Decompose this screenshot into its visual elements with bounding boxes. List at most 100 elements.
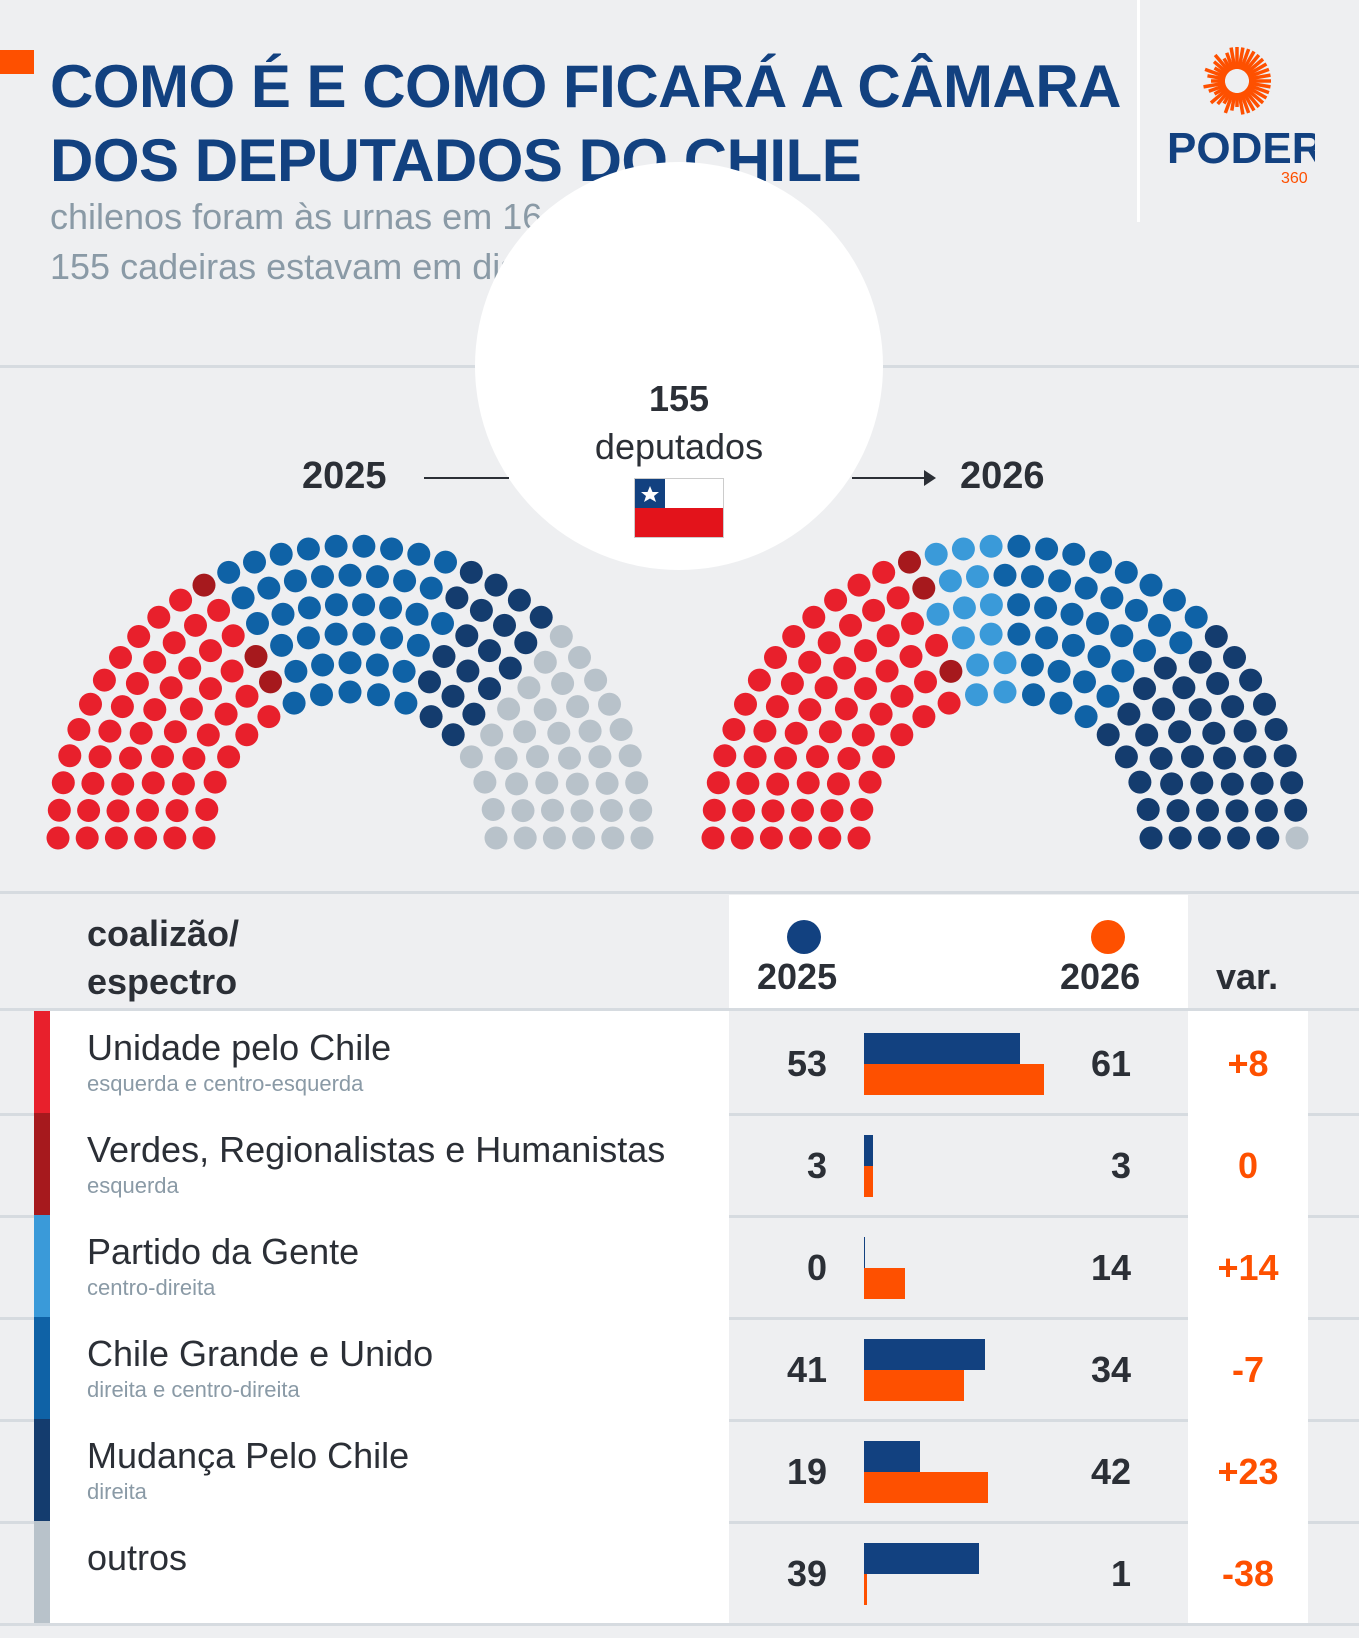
hemicycles	[46, 534, 1309, 850]
seat-dot-v2026	[1233, 719, 1257, 743]
seat-dot-v2026	[1096, 723, 1120, 747]
seat-dot-v2026	[1135, 723, 1159, 747]
seat-dot-v2025	[162, 631, 186, 655]
seat-dot-v2026	[1133, 677, 1156, 701]
sun-ray	[1247, 83, 1270, 95]
seat-dot-v2026	[1007, 593, 1031, 617]
bar-2025	[864, 1033, 1021, 1064]
seat-dot-v2026	[938, 569, 962, 593]
seat-dot-v2026	[901, 612, 924, 635]
seat-dot-v2026	[1239, 668, 1263, 692]
seat-dot-v2026	[898, 550, 921, 574]
seat-dot-v2026	[1223, 646, 1246, 669]
seat-dot-v2025	[111, 772, 135, 796]
seat-dot-v2025	[324, 534, 348, 558]
bar-2025	[864, 1237, 865, 1268]
seat-dot-v2025	[235, 723, 259, 747]
seat-dot-v2026	[1007, 622, 1031, 646]
seat-dot-v2026	[1202, 721, 1226, 745]
value-2025: 41	[786, 1349, 827, 1390]
seat-dot-v2025	[434, 550, 457, 574]
sun-ray	[1208, 83, 1227, 93]
seat-dot-v2025	[182, 747, 206, 770]
bar-2026	[864, 1472, 988, 1503]
seat-dot-v2026	[743, 745, 767, 769]
table-row: Chile Grande e Unido direita e centro-di…	[0, 1317, 1359, 1422]
bar-2026	[864, 1574, 867, 1605]
coalition-spectrum: direita	[87, 1479, 147, 1504]
coalition-spectrum: direita e centro-direita	[87, 1377, 300, 1402]
sun-ray	[1243, 89, 1261, 109]
seat-dot-v2026	[732, 799, 756, 822]
seat-dot-v2026	[1254, 799, 1278, 822]
divider	[0, 1623, 1359, 1626]
seat-dot-v2025	[195, 798, 219, 821]
seat-dot-v2026	[1128, 770, 1152, 794]
seat-dot-v2026	[1074, 576, 1098, 600]
seat-dot-v2025	[311, 653, 335, 677]
divider	[1137, 0, 1140, 222]
seat-dot-v2025	[507, 588, 531, 612]
poder360-logo: PODER 360	[1165, 45, 1323, 187]
seat-dot-v2026	[1089, 550, 1112, 574]
seat-dot-v2026	[979, 622, 1003, 646]
seat-dot-v2026	[1190, 771, 1214, 795]
seat-dot-v2025	[517, 676, 541, 700]
seat-dot-v2025	[513, 826, 537, 850]
sun-ray	[1248, 73, 1271, 81]
seat-dot-v2026	[833, 656, 857, 680]
seat-dot-v2025	[203, 770, 227, 794]
seat-dot-v2026	[1111, 659, 1135, 683]
coalition-color-bar	[34, 1113, 50, 1215]
seat-dot-v2026	[926, 602, 950, 626]
sun-ray	[1207, 74, 1226, 81]
column-header-2025: 2025	[757, 956, 838, 997]
seat-dot-v2026	[1256, 826, 1280, 850]
seat-dot-v2026	[951, 626, 975, 650]
sun-ray	[1230, 92, 1237, 111]
seat-dot-v2026	[1073, 670, 1096, 694]
seat-dot-v2026	[1172, 676, 1196, 700]
seat-dot-v2026	[1220, 772, 1244, 796]
seat-dot-v2026	[1227, 826, 1251, 850]
sun-ray	[1222, 90, 1233, 105]
seat-dot-v2026	[1149, 747, 1173, 770]
sun-ray	[1246, 85, 1268, 100]
seat-dot-v2025	[484, 573, 508, 597]
seat-dot-v2025	[231, 586, 255, 610]
seat-dot-v2025	[159, 676, 183, 700]
seat-dot-v2025	[566, 695, 590, 719]
seat-dot-v2025	[269, 542, 293, 566]
coalition-name: Mudança Pelo Chile	[87, 1435, 410, 1476]
seat-dot-v2025	[143, 698, 167, 722]
seat-dot-v2026	[761, 799, 785, 823]
seat-dot-v2025	[171, 772, 195, 796]
value-2026: 34	[1090, 1349, 1131, 1390]
seat-dot-v2025	[630, 826, 654, 850]
coalition-header-line2: espectro	[87, 961, 238, 1002]
seat-dot-v2025	[217, 745, 241, 769]
seat-dot-v2025	[119, 746, 142, 770]
seat-dot-v2025	[394, 691, 418, 715]
seat-dot-v2026	[1060, 602, 1084, 626]
total-seats: 155	[648, 378, 710, 419]
seat-dot-v2025	[565, 772, 589, 796]
seat-dot-v2025	[406, 633, 430, 657]
seat-dot-v2025	[595, 771, 619, 795]
bar-2025	[864, 1543, 980, 1574]
seat-dot-v2026	[1133, 639, 1156, 663]
seat-dot-v2026	[1168, 826, 1192, 850]
seat-dot-v2025	[125, 672, 149, 695]
seat-dot-v2025	[46, 826, 70, 850]
column-header-2026: 2026	[1060, 956, 1141, 997]
seat-dot-v2025	[513, 720, 537, 744]
seat-dot-v2025	[51, 771, 75, 795]
coalition-spectrum: esquerda	[87, 1173, 179, 1198]
seat-dot-v2026	[993, 651, 1017, 675]
seat-dot-v2025	[352, 622, 376, 646]
value-2025: 39	[786, 1553, 827, 1594]
seat-dot-v2025	[257, 576, 281, 600]
seat-dot-v2025	[58, 744, 82, 768]
seat-dot-v2025	[141, 771, 165, 795]
seat-dot-v2026	[993, 680, 1017, 704]
